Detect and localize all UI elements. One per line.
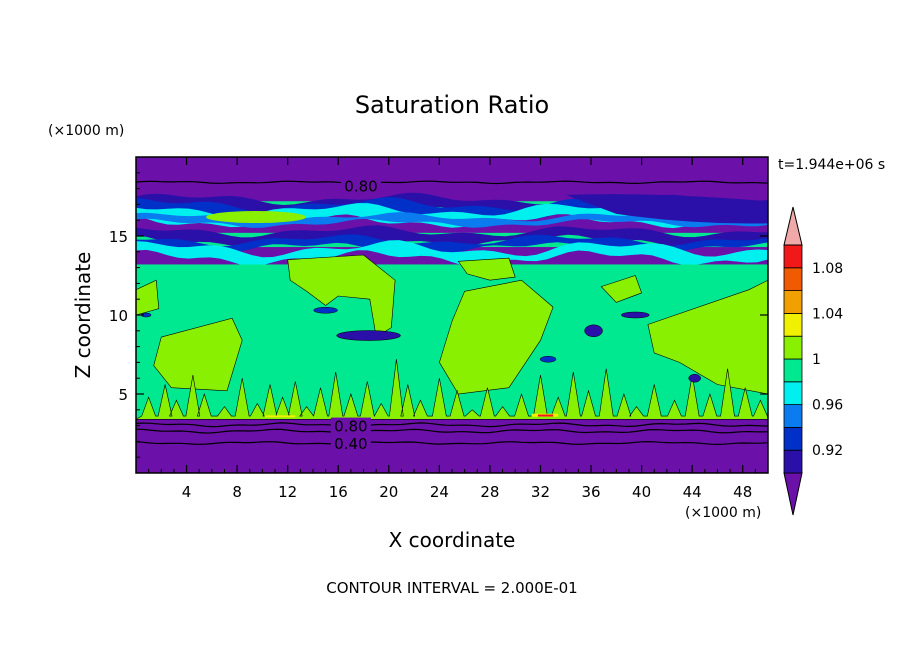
colorbar-over-triangle xyxy=(783,206,803,246)
colorbar-tick-label: 0.92 xyxy=(812,443,843,459)
field-mid-navy-layer xyxy=(136,225,768,247)
contour-label: 0.80 xyxy=(334,418,367,436)
x-axis-ticks: 4 8 12 16 20 24 28 32 36 40 44 48 xyxy=(148,157,756,501)
field-lime-blob-4 xyxy=(600,275,642,303)
colorbar-level xyxy=(783,267,803,291)
colorbar-level xyxy=(783,335,803,360)
x-tick-label: 44 xyxy=(683,483,702,501)
colorbar: 1.08 1.04 1 0.96 0.92 xyxy=(783,206,843,516)
x-tick-label: 24 xyxy=(430,483,449,501)
field-band-top-dry xyxy=(136,157,768,202)
colorbar-tick-label: 0.96 xyxy=(812,398,843,414)
y-unit-label: (×1000 m) xyxy=(48,123,124,139)
contour-label-bg xyxy=(330,417,371,434)
contour-line-upper xyxy=(136,180,768,185)
colorbar-level xyxy=(783,244,803,269)
field-upper-ltblue-layer xyxy=(136,212,768,228)
field-lime-spikes xyxy=(136,359,768,420)
contour-line-lower-3 xyxy=(136,440,768,446)
colorbar-tick-label: 1.08 xyxy=(812,261,843,277)
contour-label: 0.40 xyxy=(334,435,367,453)
chart-title: Saturation Ratio xyxy=(355,91,549,119)
contour-field xyxy=(136,157,768,473)
field-supersat-streak-2 xyxy=(264,415,296,418)
x-tick-label: 28 xyxy=(480,483,499,501)
colorbar-level xyxy=(783,312,803,337)
colorbar-under-triangle xyxy=(783,472,803,516)
field-band-lower-dry xyxy=(136,419,768,473)
contour-interval-footer: CONTOUR INTERVAL = 2.000E-01 xyxy=(326,579,577,597)
field-lime-blob-6 xyxy=(153,317,243,392)
field-lime-blob-1 xyxy=(287,254,396,338)
x-axis-label: X coordinate xyxy=(389,528,516,552)
field-dry-pocket-2 xyxy=(313,307,338,314)
contour-label: 0.80 xyxy=(344,177,377,195)
field-dry-pocket-6 xyxy=(688,373,701,383)
time-label: t=1.944e+06 s xyxy=(778,157,885,173)
y-axis-ticks: 5 10 15 xyxy=(109,172,768,458)
colorbar-level xyxy=(783,426,803,451)
x-tick-label: 20 xyxy=(379,483,398,501)
colorbar-level xyxy=(783,290,803,314)
x-tick-label: 32 xyxy=(531,483,550,501)
contour-label-bg xyxy=(340,177,381,194)
field-lime-blob-5 xyxy=(647,279,768,395)
x-tick-label: 4 xyxy=(182,483,192,501)
field-lime-blob-7 xyxy=(136,279,160,316)
contour-line-lower-2 xyxy=(136,428,768,434)
field-dry-pocket-3 xyxy=(584,324,603,338)
contour-lines xyxy=(136,180,768,446)
field-dry-pocket-5 xyxy=(539,355,557,363)
colorbar-level xyxy=(783,449,803,474)
x-unit-label: (×1000 m) xyxy=(685,505,761,521)
field-supersat-core xyxy=(537,414,554,417)
y-tick-label: 15 xyxy=(109,228,128,246)
x-tick-label: 12 xyxy=(278,483,297,501)
colorbar-level xyxy=(783,404,803,428)
colorbar-tick-label: 1.04 xyxy=(812,306,843,322)
field-upper-lime-cloud xyxy=(206,211,307,224)
x-tick-label: 8 xyxy=(232,483,242,501)
x-tick-label: 48 xyxy=(733,483,752,501)
colorbar-tick-label: 1 xyxy=(812,352,821,368)
colorbar-level xyxy=(783,358,803,383)
contour-label-bg xyxy=(330,434,371,451)
field-lime-blob-3 xyxy=(439,279,554,395)
contour-line-lower-1 xyxy=(136,422,768,428)
contour-labels: 0.800.800.40 xyxy=(330,177,381,453)
field-dry-pocket-4 xyxy=(621,311,650,319)
y-tick-label: 5 xyxy=(118,386,128,404)
field-lime-blob-2 xyxy=(457,257,516,281)
x-tick-label: 16 xyxy=(329,483,348,501)
field-mid-cyan-layer xyxy=(136,240,768,267)
field-upper-right-navy xyxy=(565,194,768,224)
y-axis-label: Z coordinate xyxy=(71,252,95,379)
x-tick-label: 40 xyxy=(632,483,651,501)
colorbar-level xyxy=(783,381,803,405)
x-tick-label: 36 xyxy=(581,483,600,501)
field-dry-pocket-1 xyxy=(336,330,401,341)
y-tick-label: 10 xyxy=(109,307,128,325)
